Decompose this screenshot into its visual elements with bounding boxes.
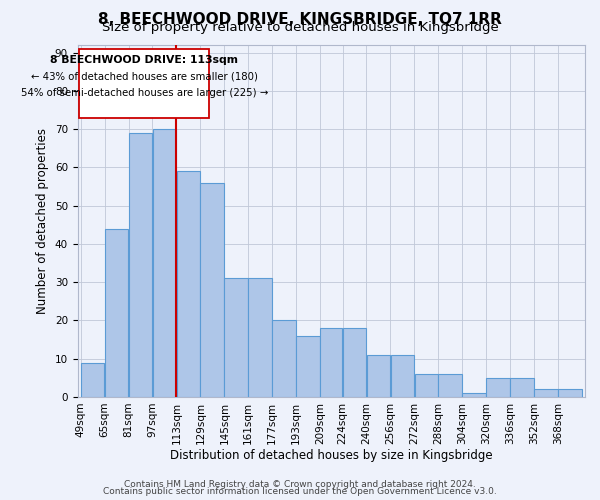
Text: Size of property relative to detached houses in Kingsbridge: Size of property relative to detached ho…: [101, 22, 499, 35]
Bar: [415, 374, 438, 397]
Bar: [534, 390, 558, 397]
Bar: [320, 328, 343, 397]
FancyBboxPatch shape: [79, 49, 209, 117]
Bar: [272, 320, 296, 397]
X-axis label: Distribution of detached houses by size in Kingsbridge: Distribution of detached houses by size …: [170, 450, 493, 462]
Bar: [152, 129, 176, 397]
Text: 8 BEECHWOOD DRIVE: 113sqm: 8 BEECHWOOD DRIVE: 113sqm: [50, 54, 238, 64]
Bar: [81, 362, 104, 397]
Bar: [487, 378, 510, 397]
Bar: [224, 278, 248, 397]
Bar: [391, 355, 414, 397]
Text: 8, BEECHWOOD DRIVE, KINGSBRIDGE, TQ7 1RR: 8, BEECHWOOD DRIVE, KINGSBRIDGE, TQ7 1RR: [98, 12, 502, 26]
Text: ← 43% of detached houses are smaller (180): ← 43% of detached houses are smaller (18…: [31, 71, 258, 81]
Y-axis label: Number of detached properties: Number of detached properties: [36, 128, 49, 314]
Bar: [128, 133, 152, 397]
Bar: [248, 278, 272, 397]
Bar: [105, 228, 128, 397]
Text: Contains HM Land Registry data © Crown copyright and database right 2024.: Contains HM Land Registry data © Crown c…: [124, 480, 476, 489]
Bar: [463, 393, 486, 397]
Bar: [200, 182, 224, 397]
Bar: [558, 390, 582, 397]
Bar: [439, 374, 462, 397]
Bar: [296, 336, 320, 397]
Bar: [510, 378, 534, 397]
Bar: [343, 328, 367, 397]
Text: Contains public sector information licensed under the Open Government Licence v3: Contains public sector information licen…: [103, 487, 497, 496]
Text: 54% of semi-detached houses are larger (225) →: 54% of semi-detached houses are larger (…: [20, 88, 268, 98]
Bar: [176, 171, 200, 397]
Bar: [367, 355, 391, 397]
